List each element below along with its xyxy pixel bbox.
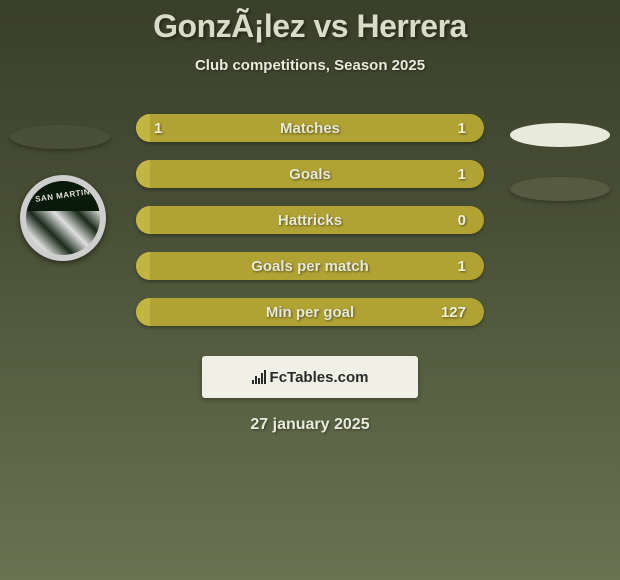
stat-row-matches: 1 Matches 1 bbox=[136, 114, 484, 142]
stat-left-cap bbox=[136, 252, 150, 280]
stat-left-cap bbox=[136, 160, 150, 188]
stat-right-value: 127 bbox=[441, 304, 466, 321]
comparison-infographic: GonzÃ¡lez vs Herrera Club competitions, … bbox=[0, 0, 620, 434]
stat-row-goals-per-match: Goals per match 1 bbox=[136, 252, 484, 280]
stats-comparison: 1 Matches 1 Goals 1 Hattricks 0 bbox=[0, 114, 620, 326]
page-title: GonzÃ¡lez vs Herrera bbox=[0, 8, 620, 45]
date-text: 27 january 2025 bbox=[0, 416, 620, 434]
stat-row-hattricks: Hattricks 0 bbox=[136, 206, 484, 234]
stat-left-cap bbox=[136, 114, 150, 142]
footer-brand-text: FcTables.com bbox=[252, 369, 369, 386]
stat-left-value: 1 bbox=[154, 120, 162, 137]
stat-right-value: 0 bbox=[458, 212, 466, 229]
chart-icon bbox=[252, 370, 266, 384]
subtitle: Club competitions, Season 2025 bbox=[0, 57, 620, 74]
stat-label: Hattricks bbox=[136, 212, 484, 229]
stat-label: Goals bbox=[136, 166, 484, 183]
stats-column: 1 Matches 1 Goals 1 Hattricks 0 bbox=[136, 114, 484, 326]
stat-left-cap bbox=[136, 206, 150, 234]
stat-label: Goals per match bbox=[136, 258, 484, 275]
stat-row-goals: Goals 1 bbox=[136, 160, 484, 188]
stat-right-value: 1 bbox=[458, 258, 466, 275]
stat-label: Matches bbox=[136, 120, 484, 137]
footer-brand-badge: FcTables.com bbox=[202, 356, 418, 398]
footer-brand-label: FcTables.com bbox=[270, 369, 369, 386]
stats-area: 1 Matches 1 Goals 1 Hattricks 0 bbox=[0, 114, 620, 326]
stat-left-cap bbox=[136, 298, 150, 326]
stat-row-min-per-goal: Min per goal 127 bbox=[136, 298, 484, 326]
stat-label: Min per goal bbox=[136, 304, 484, 321]
stat-right-value: 1 bbox=[458, 166, 466, 183]
stat-right-value: 1 bbox=[458, 120, 466, 137]
